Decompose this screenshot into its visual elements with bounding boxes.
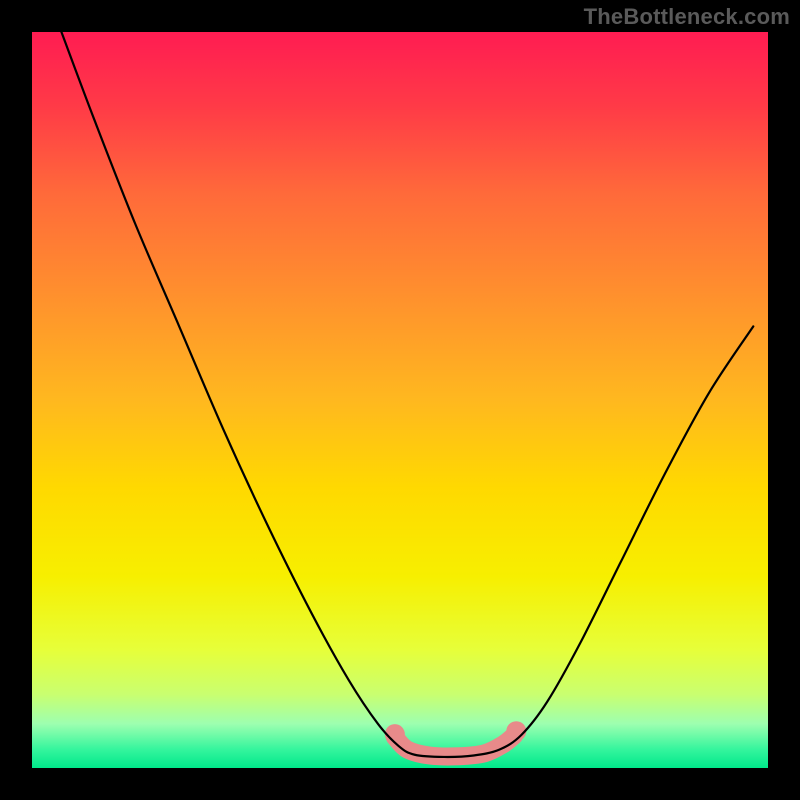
chart-stage: TheBottleneck.com <box>0 0 800 800</box>
plot-area <box>32 32 768 768</box>
watermark-text: TheBottleneck.com <box>584 4 790 30</box>
chart-svg <box>0 0 800 800</box>
